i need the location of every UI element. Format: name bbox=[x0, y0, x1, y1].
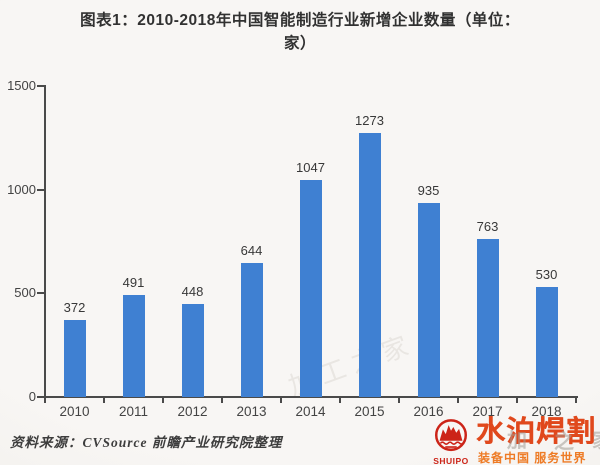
bar-value-label: 1273 bbox=[355, 113, 384, 129]
x-axis-tick bbox=[162, 398, 164, 403]
chart-title-line1: 图表1：2010-2018年中国智能制造行业新增企业数量（单位： bbox=[80, 12, 520, 29]
x-axis-category-label: 2018 bbox=[531, 404, 562, 419]
brand-slogan: 装备中国 服务世界 bbox=[478, 451, 587, 465]
x-axis-category-label: 2017 bbox=[472, 404, 503, 419]
bar-2015 bbox=[358, 133, 381, 397]
bar-value-label: 644 bbox=[240, 243, 263, 259]
x-axis-tick bbox=[103, 398, 105, 403]
bar-value-label: 530 bbox=[535, 267, 558, 283]
bar-2017 bbox=[476, 238, 499, 397]
y-axis-tick bbox=[37, 292, 44, 295]
y-axis-line bbox=[44, 85, 46, 398]
bar-2014 bbox=[299, 179, 322, 397]
data-source-note: 资料来源：CVSource 前瞻产业研究院整理 bbox=[10, 435, 283, 450]
watermark-char-1: 加 bbox=[507, 430, 527, 452]
x-axis-tick bbox=[516, 398, 518, 403]
x-axis-tick bbox=[221, 398, 223, 403]
x-axis-tick bbox=[280, 398, 282, 403]
x-axis-category-label: 2010 bbox=[59, 404, 90, 419]
x-axis-tick bbox=[457, 398, 459, 403]
bar-2018 bbox=[535, 287, 558, 397]
bar-2010 bbox=[63, 319, 86, 397]
y-axis-tick-label: 0 bbox=[28, 389, 36, 404]
y-axis-tick-label: 1500 bbox=[7, 78, 36, 93]
bar-2011 bbox=[122, 295, 145, 397]
x-axis-category-label: 2015 bbox=[354, 404, 385, 419]
bar-chart-plot-area: 0 500 1000 1500 372 2010 491 2011 448 2012 644 2013… bbox=[7, 78, 578, 419]
x-axis-category-label: 2013 bbox=[236, 404, 267, 419]
x-axis-category-label: 2012 bbox=[177, 404, 208, 419]
x-axis-tick bbox=[398, 398, 400, 403]
chart-title-line2: 家） bbox=[283, 35, 316, 52]
shuipo-emblem-text: SHUIPO bbox=[433, 456, 469, 465]
x-axis-tick bbox=[44, 398, 46, 403]
x-axis-tick bbox=[575, 398, 577, 403]
bar-2016 bbox=[417, 203, 440, 397]
y-axis-tick bbox=[37, 85, 44, 87]
brand-name: 水泊焊割 bbox=[476, 416, 597, 448]
bar-2012 bbox=[181, 304, 204, 397]
y-axis-tick bbox=[37, 396, 44, 398]
bar-value-label: 763 bbox=[476, 218, 499, 234]
x-axis-category-label: 2016 bbox=[413, 404, 444, 419]
shuipo-mountain-emblem-icon bbox=[435, 419, 467, 452]
bar-2013 bbox=[240, 263, 263, 397]
x-axis-category-label: 2014 bbox=[295, 404, 326, 419]
x-axis-category-label: 2011 bbox=[118, 404, 149, 419]
x-axis-tick bbox=[339, 398, 341, 403]
y-axis-tick bbox=[37, 188, 44, 191]
watermark-char-2: 之 bbox=[554, 431, 574, 453]
bar-value-label: 935 bbox=[417, 183, 440, 199]
bar-value-label: 448 bbox=[181, 284, 204, 300]
bar-value-label: 491 bbox=[122, 275, 145, 291]
bar-value-label: 1047 bbox=[296, 159, 325, 175]
y-axis-tick-label: 1000 bbox=[7, 181, 36, 197]
watermark-char-3: 家 bbox=[592, 424, 600, 453]
y-axis-tick-label: 500 bbox=[14, 285, 36, 301]
x-axis-line bbox=[44, 396, 578, 398]
bar-value-label: 372 bbox=[63, 299, 86, 315]
shuipo-logo: SHUIPO 水泊焊割 装备中国 服务世界 bbox=[428, 416, 600, 465]
chart-title: 图表1：2010-2018年中国智能制造行业新增企业数量（单位： 家） bbox=[0, 9, 600, 55]
